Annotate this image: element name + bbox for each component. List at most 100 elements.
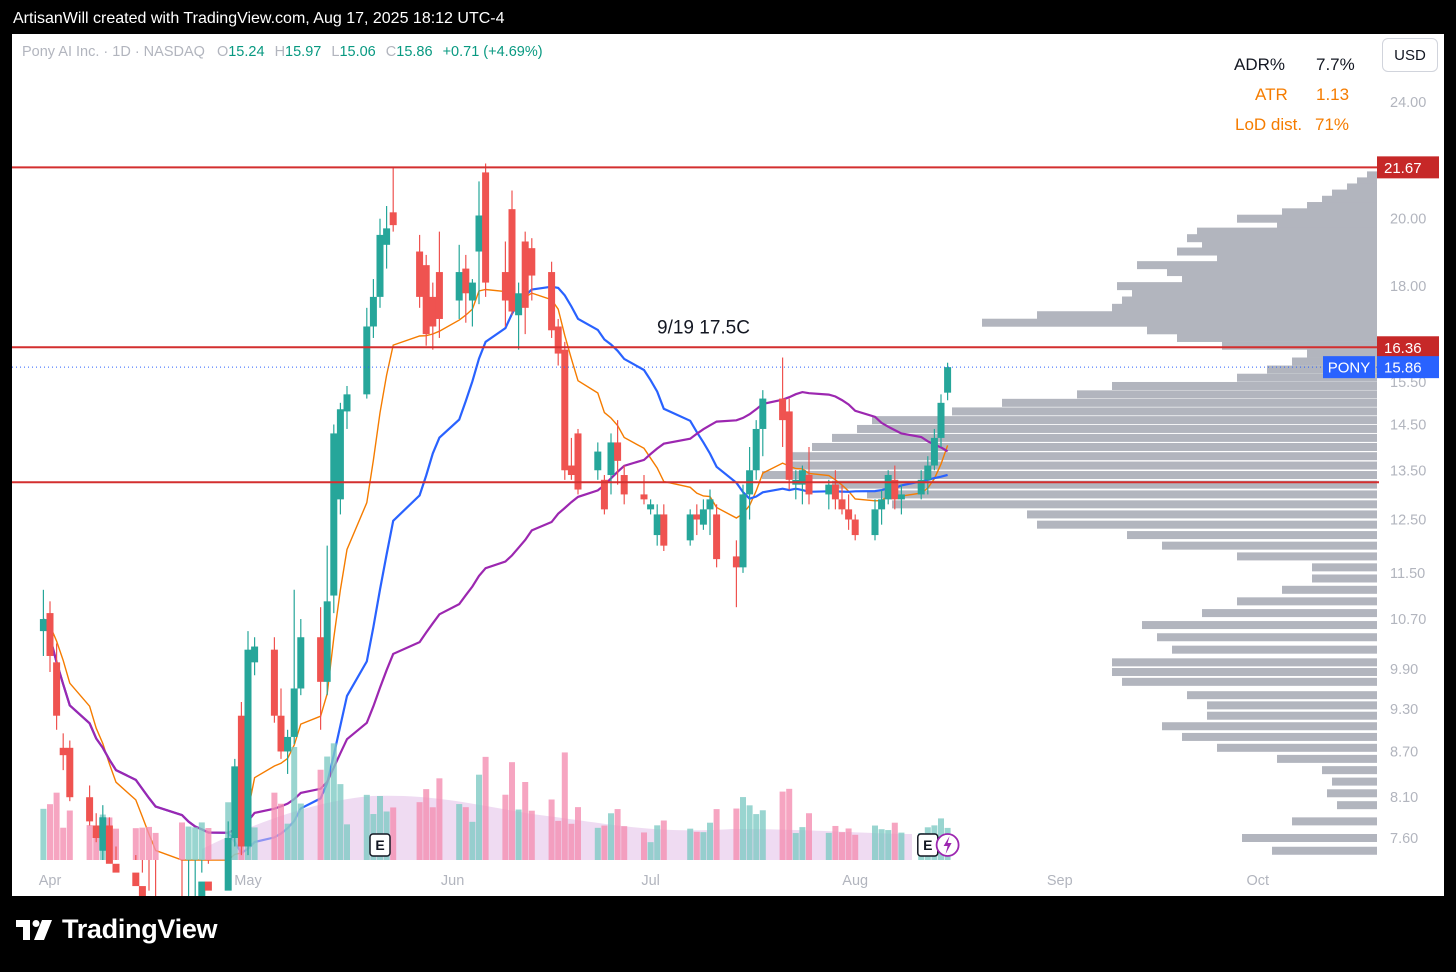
volume-bar [509, 762, 515, 860]
candle [917, 470, 925, 500]
volume-bar [891, 822, 898, 860]
volume-profile-bar [1142, 621, 1377, 630]
volume-profile-bar [1337, 801, 1377, 810]
candle-body [369, 296, 377, 327]
volume-profile-bar [1147, 326, 1377, 335]
candle-body [878, 499, 886, 510]
lod-label: LoD dist. [1235, 115, 1303, 134]
candle [99, 805, 107, 860]
candle-body [132, 872, 140, 887]
volume-profile-bar [1157, 633, 1377, 642]
volume-profile-bar [1037, 311, 1377, 320]
high-label: H [274, 44, 286, 60]
chart-panel[interactable]: 9/19 17.5C E E 24.00 20.00 18.00 15.50 14.50 13.… [12, 34, 1444, 896]
candle-body [732, 556, 740, 568]
candle [59, 733, 67, 771]
candle-body [521, 241, 529, 308]
candle-body [376, 234, 384, 297]
volume-profile-bar [1122, 296, 1377, 305]
lightning-icon-bolt [943, 836, 952, 854]
volume-profile-bar [1077, 390, 1377, 399]
caption-text: ArtisanWill created with TradingView.com… [13, 10, 505, 27]
y-tick-label: 12.50 [1390, 513, 1426, 529]
volume-bar [113, 828, 119, 860]
candle-body [363, 326, 371, 395]
candle [224, 821, 232, 891]
volume-profile-bar [1242, 834, 1377, 842]
volume-profile-bar [1222, 341, 1377, 350]
volume-bar [898, 832, 905, 860]
volume-profile-bar [1292, 817, 1377, 826]
candle-body [39, 619, 47, 632]
volume-profile-bar [1112, 381, 1377, 390]
volume-profile-bar [872, 416, 1377, 425]
candle [475, 181, 483, 305]
candle [574, 428, 582, 495]
volume-profile-bar [1117, 282, 1377, 291]
candle-body [944, 367, 952, 393]
volume-bar [740, 797, 746, 860]
volume-profile-bar [1367, 171, 1377, 180]
candle [188, 860, 190, 896]
y-tick-label: 14.50 [1390, 418, 1426, 434]
candle-body [284, 736, 292, 752]
candle [600, 475, 608, 515]
volume-profile-bar [1162, 722, 1377, 731]
volume-profile-bar [1162, 541, 1377, 550]
candle-body [686, 514, 694, 541]
volume-bar [429, 807, 436, 860]
volume-bar [713, 809, 720, 860]
volume-bar [792, 833, 799, 860]
candle [53, 643, 61, 730]
volume-bar [456, 804, 463, 860]
candle [336, 402, 344, 515]
candle [528, 238, 536, 301]
volume-bar [297, 803, 304, 860]
x-tick-label: Apr [39, 873, 62, 889]
y-tick-label: 9.30 [1390, 702, 1418, 718]
price-label-box [1377, 336, 1439, 359]
candle-body [620, 475, 628, 495]
volume-bar [799, 827, 806, 860]
volume-bar [291, 747, 298, 860]
volume-profile-bar [1332, 189, 1377, 198]
volume-profile-bar [1322, 766, 1377, 775]
candle-body [851, 519, 859, 536]
volume-profile-bar [1237, 373, 1377, 382]
candle [284, 729, 292, 774]
volume-profile-bar [1187, 234, 1377, 243]
candle [614, 420, 622, 485]
volume-bar [469, 821, 476, 860]
candle [884, 470, 892, 505]
price-chart[interactable]: 9/19 17.5C E E 24.00 20.00 18.00 15.50 14.50 13.… [12, 34, 1444, 896]
candle-body [779, 398, 787, 421]
lightning-icon [935, 833, 960, 857]
volume-bar [179, 822, 185, 860]
candle [713, 504, 721, 568]
volume-bar [205, 828, 212, 860]
candle-body [653, 514, 661, 536]
candle-body [831, 484, 839, 500]
candle-body [739, 494, 747, 568]
volume-bar [885, 830, 892, 860]
volume-profile-bar [832, 433, 1377, 442]
volume-profile-bar [1202, 240, 1377, 249]
candle [148, 860, 150, 891]
volume-bar [47, 804, 53, 860]
candle-body [46, 613, 54, 656]
volume-profile-bar [787, 452, 1377, 461]
candle-body [92, 825, 100, 838]
candle [567, 437, 575, 480]
volume-bar [522, 782, 529, 860]
lod-row: LoD dist. 71% [1235, 110, 1349, 140]
volume-bar [278, 803, 284, 860]
candle [231, 758, 239, 847]
candle-body [845, 509, 853, 520]
y-tick-label: 18.00 [1390, 279, 1426, 295]
candle-body [798, 470, 806, 485]
volume-bar [707, 822, 713, 860]
candle [521, 231, 529, 335]
candle-body [482, 172, 490, 283]
currency-button[interactable]: USD [1382, 38, 1438, 72]
volume-profile-bar [1277, 221, 1377, 230]
